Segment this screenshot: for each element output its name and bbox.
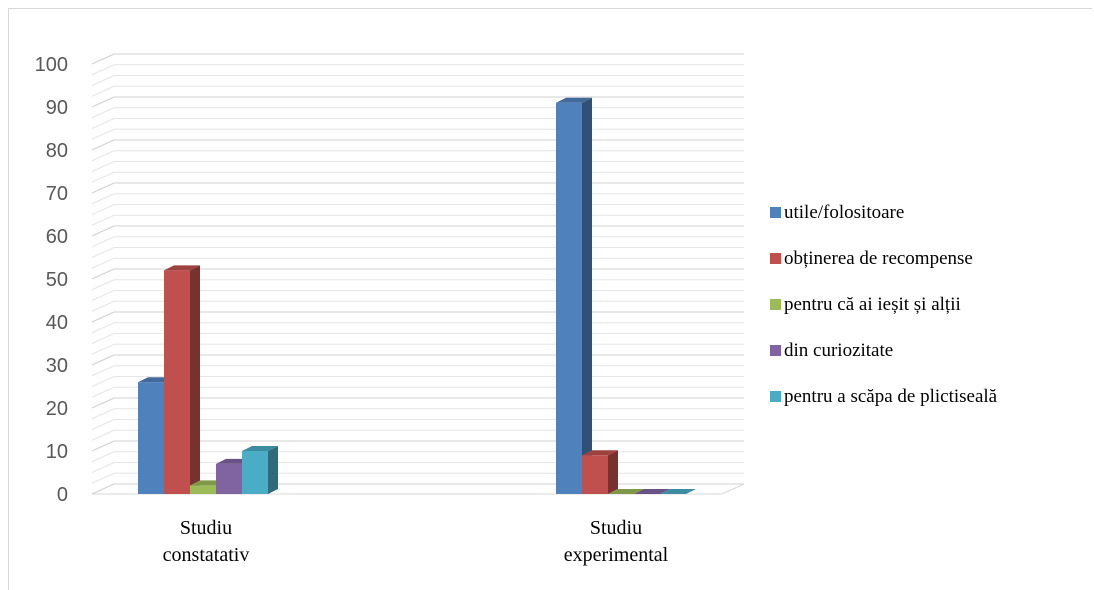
bar: [190, 485, 216, 494]
bar-top: [660, 489, 696, 494]
y-tick-label: 40: [46, 312, 68, 334]
gridline-side: [91, 472, 115, 484]
gridline-side: [91, 204, 115, 215]
y-tick-label: 30: [46, 355, 68, 377]
bar-side: [608, 450, 618, 494]
y-tick-label: 70: [46, 183, 68, 205]
gridline-side: [91, 311, 115, 323]
legend-entry: pentru că ai ieșit și alții: [784, 294, 961, 315]
y-tick-label: 100: [35, 54, 68, 76]
y-tick-label: 90: [46, 97, 68, 119]
gridline-side: [91, 333, 115, 344]
bar-top: [608, 489, 644, 494]
y-tick-label: 60: [46, 226, 68, 248]
gridline-side: [91, 483, 115, 495]
y-tick-label: 10: [46, 441, 68, 463]
gridline-side: [91, 236, 115, 248]
gridline-side: [91, 182, 115, 194]
bar: [138, 382, 164, 494]
legend-swatch: [770, 299, 781, 310]
gridline-side: [91, 354, 115, 366]
legend-swatch: [770, 345, 781, 356]
gridline-side: [91, 290, 115, 301]
gridline-side: [91, 107, 115, 119]
gridline-side: [91, 161, 115, 172]
gridline-side: [91, 150, 115, 162]
bar-top: [634, 489, 670, 494]
bar-side: [190, 265, 200, 494]
gridline-side: [91, 139, 115, 151]
gridline-side: [91, 397, 115, 409]
gridline-side: [91, 96, 115, 108]
gridline-side: [91, 214, 115, 226]
bar: [556, 102, 582, 494]
gridline-side: [91, 365, 115, 377]
y-axis: 0 10 20 30 40 50 60 70 80 90 100: [35, 54, 68, 506]
gridline-side: [91, 376, 115, 387]
legend-entry: pentru a scăpa de plictiseală: [784, 386, 998, 407]
legend-entry: obținerea de recompense: [784, 248, 973, 269]
legend-swatch: [770, 207, 781, 218]
gridline-side: [91, 429, 115, 441]
gridline-side: [91, 268, 115, 280]
gridline-side: [91, 462, 115, 473]
gridline-side: [91, 386, 115, 398]
bar: [242, 451, 268, 494]
x-tick-label: constatativ: [163, 544, 250, 566]
y-tick-label: 0: [57, 484, 68, 506]
bar-top: [582, 450, 618, 456]
gridline-side: [91, 64, 115, 76]
gridline-side: [91, 440, 115, 452]
gridline-side: [91, 279, 115, 291]
bar: [216, 463, 242, 494]
floor-edge: [721, 483, 745, 495]
x-tick-label: Studiu: [180, 517, 232, 539]
gridline-side: [91, 128, 115, 140]
gridline-side: [91, 85, 115, 97]
x-tick-label: experimental: [564, 544, 669, 566]
bar-top: [556, 97, 592, 103]
y-tick-label: 80: [46, 140, 68, 162]
bar-side: [268, 446, 278, 494]
bar-top: [242, 446, 278, 451]
gridline-side: [91, 300, 115, 312]
gridline-side: [91, 257, 115, 269]
gridline-side: [91, 75, 115, 86]
gridline-side: [91, 343, 115, 355]
y-tick-label: 20: [46, 398, 68, 420]
gridline-side: [91, 419, 115, 430]
x-tick-label: Studiu: [590, 517, 642, 539]
bar: [164, 270, 190, 494]
legend-swatch: [770, 391, 781, 402]
gridline-side: [91, 322, 115, 334]
bar-side: [582, 97, 592, 494]
x-axis: Studiu constatativ Studiu experimental: [163, 517, 669, 566]
gridline-side: [91, 193, 115, 205]
gridline-side: [91, 225, 115, 237]
bars: [138, 97, 696, 494]
legend-entry: utile/folositoare: [784, 202, 904, 223]
gridline-side: [91, 53, 115, 65]
y-tick-label: 50: [46, 269, 68, 291]
gridline-side: [91, 171, 115, 183]
gridline-side: [91, 408, 115, 420]
legend-swatch: [770, 253, 781, 264]
legend: utile/folositoare obținerea de recompense…: [770, 202, 998, 407]
chart-frame: [8, 8, 1092, 590]
gridline-side: [91, 451, 115, 463]
gridline-side: [91, 247, 115, 258]
bar: [582, 455, 608, 494]
gridline-side: [91, 118, 115, 129]
bar-top: [164, 265, 200, 271]
legend-entry: din curiozitate: [784, 340, 893, 361]
